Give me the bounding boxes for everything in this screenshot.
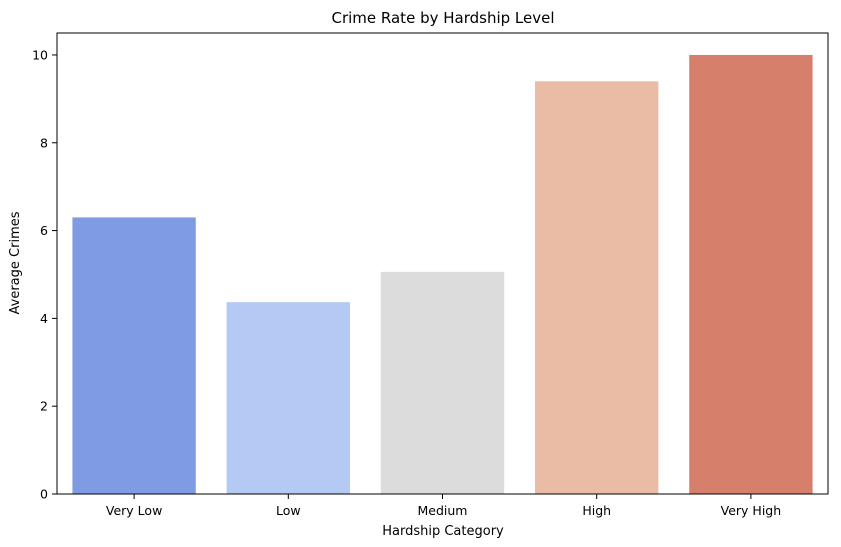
y-tick-label: 8 <box>40 135 48 150</box>
plot-frame <box>56 32 829 495</box>
bar-very-high <box>689 54 813 494</box>
x-tick-label: High <box>582 503 611 518</box>
y-tick-label: 0 <box>40 487 48 502</box>
y-tick-label: 2 <box>40 399 48 414</box>
bar-very-low <box>72 217 196 494</box>
x-tick-label: Very High <box>721 503 782 518</box>
bar-low <box>226 302 350 494</box>
bar-high <box>535 81 659 495</box>
y-tick-label: 6 <box>40 223 48 238</box>
x-tick-label: Low <box>276 503 301 518</box>
y-axis-label: Average Crimes <box>8 211 23 314</box>
y-axis-ticks: 0 2 4 6 8 10 <box>32 47 57 502</box>
x-axis-ticks: Very Low Low Medium High Very High <box>106 494 781 518</box>
x-tick-label: Very Low <box>106 503 162 518</box>
y-tick-label: 10 <box>32 47 48 62</box>
bar-medium <box>380 271 505 494</box>
x-axis-label: Hardship Category <box>382 524 504 539</box>
bars-group <box>72 54 813 495</box>
y-tick-label: 4 <box>40 311 48 326</box>
chart-title: Crime Rate by Hardship Level <box>331 9 554 27</box>
x-tick-label: Medium <box>418 503 468 518</box>
